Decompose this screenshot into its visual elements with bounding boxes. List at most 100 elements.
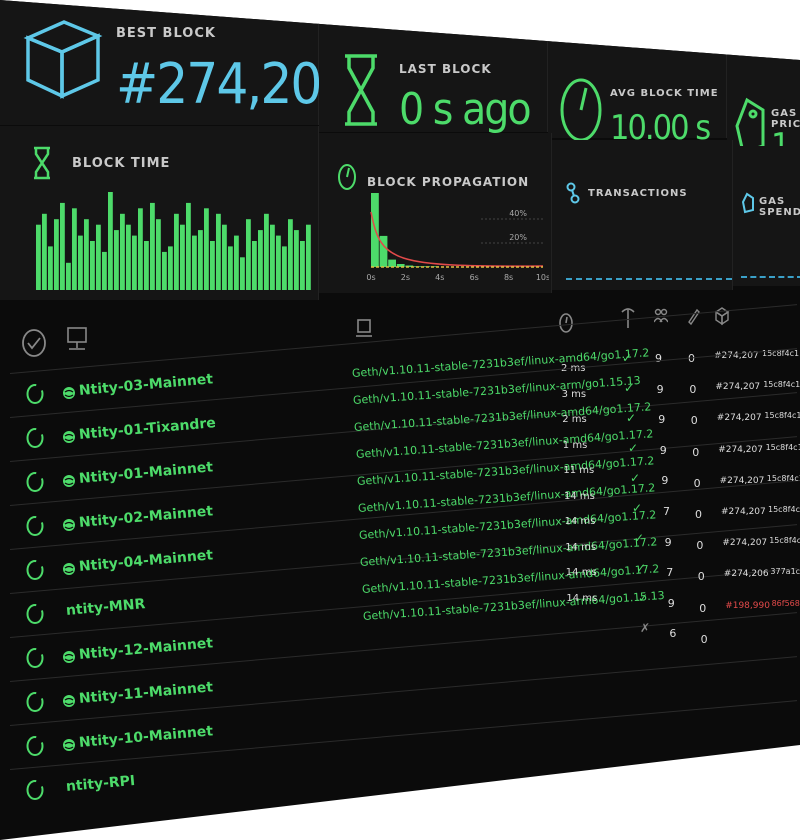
client-version: Geth/v1.10.11-stable-7231b3ef/linux-amd6…: [361, 562, 660, 596]
peers-count: 9: [655, 352, 662, 365]
propagation-x-tick: 10s: [536, 273, 549, 282]
mining-status: ✗: [640, 621, 651, 635]
node-name: Ntity-04-Mainnet: [78, 547, 214, 575]
block-time-bar: [84, 219, 89, 290]
node-name: Ntity-10-Mainnet: [78, 723, 214, 751]
block-time-bar: [246, 219, 251, 290]
propagation-x-tick: 8s: [504, 273, 513, 282]
propagation-bar: [379, 235, 388, 267]
block-time-bar: [66, 262, 71, 290]
sync-status-icon: [26, 736, 44, 756]
block-time-bar: [234, 235, 239, 290]
block-propagation-label: BLOCK PROPAGATION: [367, 175, 530, 189]
cube-icon: [23, 20, 103, 99]
mining-status: ✓: [634, 531, 645, 545]
client-laptop-icon[interactable]: [356, 318, 372, 340]
client-version: Geth/v1.10.11-stable-7231b3ef/linux-amd6…: [353, 400, 653, 434]
last-block-label: LAST BLOCK: [399, 62, 492, 76]
peers-count: 9: [667, 596, 675, 610]
node-name: Ntity-01-Mainnet: [78, 459, 214, 487]
block-number: #274,206: [723, 569, 769, 580]
block-cube-icon[interactable]: [714, 306, 730, 326]
peers-count: 9: [656, 382, 664, 396]
globe-icon: [63, 563, 75, 575]
block-number: #198,990: [725, 600, 770, 611]
block-time-bar: [300, 241, 305, 290]
propagation-x-tick: 2s: [401, 273, 410, 282]
block-number: #274,207: [715, 382, 761, 393]
block-time-bar: [282, 246, 287, 290]
latency: 2 ms: [562, 414, 587, 425]
block-hash: 377a1c5f...: [770, 567, 800, 577]
peers-count: 9: [659, 443, 667, 457]
client-version: Geth/v1.10.11-stable-7231b3ef/linux-amd6…: [359, 535, 659, 569]
block-time-label: BLOCK TIME: [72, 156, 171, 171]
gauge-icon: [338, 164, 356, 190]
block-time-bar: [258, 230, 263, 290]
latency: 14 ms: [564, 490, 595, 502]
globe-icon: [63, 387, 75, 399]
transactions-baseline: [566, 278, 732, 280]
propagation-curve: [370, 211, 544, 267]
peers-count: 9: [664, 535, 672, 549]
sync-status-icon: [26, 472, 44, 492]
transactions-label: TRANSACTIONS: [588, 188, 688, 199]
block-time-bar: [126, 224, 131, 290]
block-time-panel: BLOCK TIME: [0, 126, 319, 300]
sync-status-icon: [26, 780, 44, 800]
block-time-bar: [78, 235, 83, 290]
node-name: Ntity-01-Tixandre: [78, 415, 217, 443]
block-time-bar: [162, 251, 167, 290]
peers-count: 6: [669, 627, 677, 641]
block-number: #274,207: [714, 351, 759, 361]
block-hash: 15c8f4c1...59da: [762, 349, 800, 358]
best-block-panel: BEST BLOCK #274,207: [0, 0, 352, 125]
node-name: Ntity-03-Mainnet: [78, 371, 214, 399]
block-time-bar: [36, 224, 41, 290]
mining-status: ✓: [628, 441, 639, 455]
block-time-bar: [276, 235, 281, 290]
peers-count: 9: [661, 474, 669, 488]
globe-icon: [63, 739, 75, 751]
block-time-bar: [138, 208, 143, 290]
pending-tx-icon[interactable]: [686, 306, 700, 326]
block-time-bar: [198, 230, 203, 290]
client-version: Geth/v1.10.11-stable-7231b3ef/linux-arm6…: [362, 588, 665, 623]
globe-icon: [63, 519, 75, 531]
status-check-icon[interactable]: [21, 328, 47, 358]
node-computer-icon[interactable]: [66, 326, 88, 352]
pending-count: 0: [697, 570, 705, 584]
sync-status-icon: [26, 560, 44, 580]
client-version: Geth/v1.10.11-stable-7231b3ef/linux-amd6…: [358, 508, 657, 542]
block-time-bar: [294, 230, 299, 290]
peers-count: 9: [658, 413, 666, 427]
block-hash: 15c8f4c1...59da: [763, 380, 800, 390]
peers-icon[interactable]: [654, 306, 668, 326]
node-name: Ntity-02-Mainnet: [78, 503, 214, 531]
propagation-bar: [431, 266, 439, 267]
block-time-chart: [36, 192, 311, 290]
block-time-bar: [240, 257, 245, 290]
propagation-x-tick: 4s: [435, 273, 444, 282]
latency: 1 ms: [562, 439, 588, 451]
node-name: ntity-MNR: [65, 596, 146, 619]
gas-spending-label: GAS SPENDIN: [759, 196, 800, 218]
block-time-bar: [210, 241, 215, 290]
globe-icon: [63, 695, 75, 707]
propagation-y-tick: 20%: [509, 233, 527, 242]
block-time-bar: [108, 192, 113, 290]
gas-price-panel: GAS PRIC 1 w: [727, 0, 800, 206]
latency-timer-icon[interactable]: [558, 310, 574, 334]
block-time-bar: [102, 251, 107, 290]
block-hash: 15c8f4c1...5: [766, 473, 800, 483]
globe-icon: [63, 651, 75, 663]
globe-icon: [63, 475, 75, 487]
client-version: Geth/v1.10.11-stable-7231b3ef/linux-amd6…: [355, 427, 654, 461]
propagation-bar: [405, 265, 414, 267]
propagation-y-tick: 40%: [509, 209, 527, 218]
avg-block-time-label: AVG BLOCK TIME: [610, 88, 719, 99]
last-block-panel: LAST BLOCK 0 s ago: [319, 0, 548, 135]
mining-status: ✓: [626, 411, 637, 425]
block-propagation-panel: BLOCK PROPAGATION 20% 40% 0s 2s 4s 6s 8s 10s: [319, 133, 552, 293]
block-number: #274,207: [716, 413, 762, 424]
